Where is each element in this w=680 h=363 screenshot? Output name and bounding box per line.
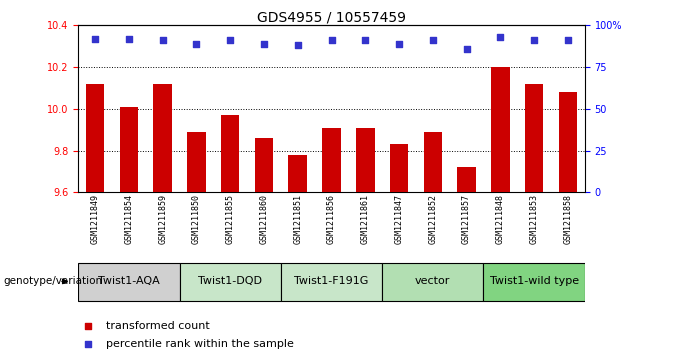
Bar [180, 264, 281, 301]
Text: transformed count: transformed count [106, 321, 210, 331]
Point [360, 37, 371, 43]
Title: GDS4955 / 10557459: GDS4955 / 10557459 [257, 10, 406, 24]
Bar [458, 167, 476, 192]
Point [562, 37, 573, 43]
Bar [356, 128, 375, 192]
Text: GSM1211859: GSM1211859 [158, 194, 167, 244]
Text: GSM1211850: GSM1211850 [192, 194, 201, 244]
Text: GSM1211851: GSM1211851 [293, 194, 302, 244]
Point [90, 36, 101, 42]
Text: percentile rank within the sample: percentile rank within the sample [106, 339, 294, 349]
Bar [483, 264, 585, 301]
Text: GSM1211857: GSM1211857 [462, 194, 471, 244]
Text: GSM1211848: GSM1211848 [496, 194, 505, 244]
Text: GSM1211853: GSM1211853 [530, 194, 539, 244]
Bar [491, 67, 509, 192]
Text: GSM1211852: GSM1211852 [428, 194, 437, 244]
Point [529, 37, 540, 43]
Point [157, 37, 168, 43]
Bar [322, 128, 341, 192]
Text: GSM1211858: GSM1211858 [564, 194, 573, 244]
Text: GSM1211856: GSM1211856 [327, 194, 336, 244]
Point [394, 41, 405, 47]
Point [124, 36, 135, 42]
Point [83, 341, 94, 347]
Text: GSM1211855: GSM1211855 [226, 194, 235, 244]
Text: Twist1-DQD: Twist1-DQD [198, 276, 262, 286]
Text: vector: vector [415, 276, 451, 286]
Text: genotype/variation: genotype/variation [3, 276, 103, 286]
Point [428, 37, 439, 43]
Point [461, 46, 472, 52]
Point [224, 37, 236, 43]
Bar [221, 115, 239, 192]
Point [83, 323, 94, 329]
Text: GSM1211849: GSM1211849 [90, 194, 99, 244]
Bar [255, 138, 273, 192]
Text: Twist1-F191G: Twist1-F191G [294, 276, 369, 286]
Point [191, 41, 202, 47]
Bar [525, 84, 543, 192]
Text: GSM1211860: GSM1211860 [260, 194, 269, 244]
Bar [281, 264, 382, 301]
Bar [120, 107, 138, 192]
Bar [424, 132, 442, 192]
Bar [154, 84, 172, 192]
Point [292, 42, 303, 48]
Text: Twist1-wild type: Twist1-wild type [490, 276, 579, 286]
Text: GSM1211847: GSM1211847 [394, 194, 403, 244]
Text: GSM1211861: GSM1211861 [361, 194, 370, 244]
Bar [78, 264, 180, 301]
Bar [288, 155, 307, 192]
Point [495, 34, 506, 40]
Bar [187, 132, 205, 192]
Text: GSM1211854: GSM1211854 [124, 194, 133, 244]
Point [258, 41, 269, 47]
Text: Twist1-AQA: Twist1-AQA [98, 276, 160, 286]
Bar [559, 92, 577, 192]
Point [326, 37, 337, 43]
Bar [390, 144, 408, 192]
Bar [382, 264, 483, 301]
Bar [86, 84, 104, 192]
